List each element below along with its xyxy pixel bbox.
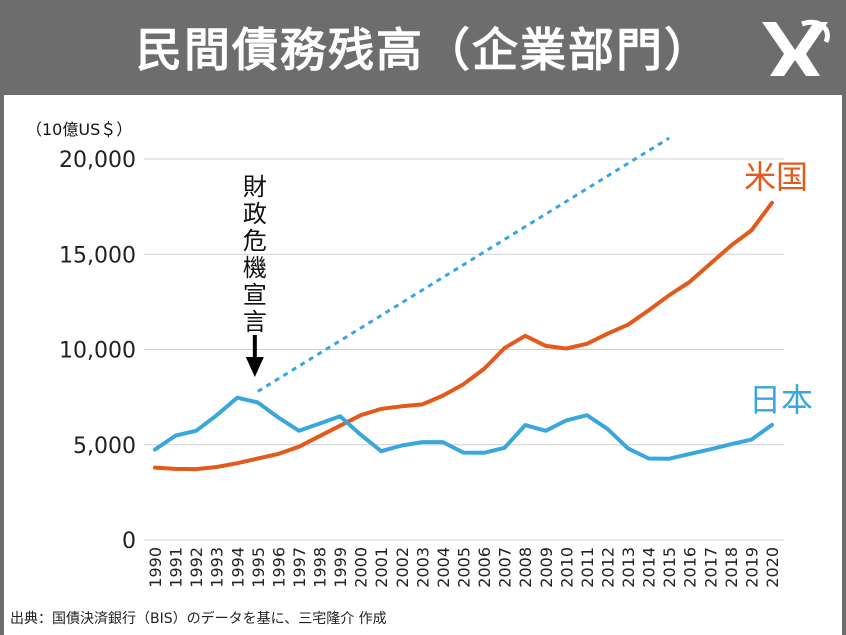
trend-line <box>257 136 670 393</box>
y-tick-label: 10,000 <box>59 339 136 364</box>
x-tick-label: 2002 <box>393 547 412 588</box>
x-tick-label: 1994 <box>228 547 247 588</box>
x-tick-label: 2016 <box>681 547 700 588</box>
x-tick-label: 2004 <box>434 547 453 588</box>
x-tick-label: 2007 <box>496 547 515 588</box>
x-tick-label: 2015 <box>660 547 679 588</box>
title-bar: 民間債務残高（企業部門） <box>4 0 846 95</box>
line-chart: （10億US＄） 0 5,000 10,000 15,000 20,000 1990 1991… <box>26 120 813 588</box>
x-tick-label: 2006 <box>475 547 494 588</box>
annotation-char: 宣 <box>243 281 267 309</box>
x-tick-label: 2012 <box>598 547 617 588</box>
y-tick-label: 0 <box>122 529 136 554</box>
annotation-arrow-head <box>245 357 264 377</box>
x-tick-label: 2000 <box>352 547 371 588</box>
x-tick-label: 2017 <box>701 547 720 588</box>
publisher-logo-icon <box>762 19 830 76</box>
series-label-japan: 日本 <box>749 381 813 419</box>
page-title: 民間債務残高（企業部門） <box>136 23 712 77</box>
series-label-us: 米国 <box>744 158 808 196</box>
y-tick-label: 15,000 <box>59 243 136 268</box>
x-tick-label: 2011 <box>578 547 597 588</box>
x-tick-label: 2009 <box>537 547 556 588</box>
x-tick-label: 2019 <box>742 547 761 588</box>
y-tick-label: 20,000 <box>59 148 136 173</box>
x-tick-label: 1992 <box>187 547 206 588</box>
annotation-char: 言 <box>243 308 267 336</box>
x-tick-label: 2005 <box>455 547 474 588</box>
series-line-japan <box>153 395 774 461</box>
annotation-char: 危 <box>243 227 267 255</box>
x-tick-label: 2018 <box>722 547 741 588</box>
x-tick-label: 1995 <box>249 547 268 588</box>
x-tick-label: 1990 <box>146 547 165 588</box>
annotation-char: 財 <box>243 173 267 201</box>
annotation-char: 政 <box>243 200 267 228</box>
x-tick-label: 1998 <box>311 547 330 588</box>
y-tick-label: 5,000 <box>73 434 136 459</box>
x-tick-label: 1997 <box>290 547 309 588</box>
x-tick-label: 2020 <box>763 547 782 588</box>
x-tick-label: 2010 <box>557 547 576 588</box>
source-note: 出典：国債決済銀行（BIS）のデータを基に、三宅隆介 作成 <box>10 611 387 627</box>
x-tick-label: 2013 <box>619 547 638 588</box>
y-unit-label: （10億US＄） <box>26 120 132 139</box>
series-line-us <box>153 200 774 472</box>
x-tick-label: 2001 <box>372 547 391 588</box>
x-tick-label: 1996 <box>269 547 288 588</box>
x-tick-label: 1991 <box>167 547 186 588</box>
x-tick-label: 1993 <box>208 547 227 588</box>
x-tick-label: 2003 <box>413 547 432 588</box>
x-tick-label: 2008 <box>516 547 535 588</box>
annotation-char: 機 <box>243 254 267 282</box>
x-tick-label: 1999 <box>331 547 350 588</box>
x-tick-label: 2014 <box>640 547 659 588</box>
